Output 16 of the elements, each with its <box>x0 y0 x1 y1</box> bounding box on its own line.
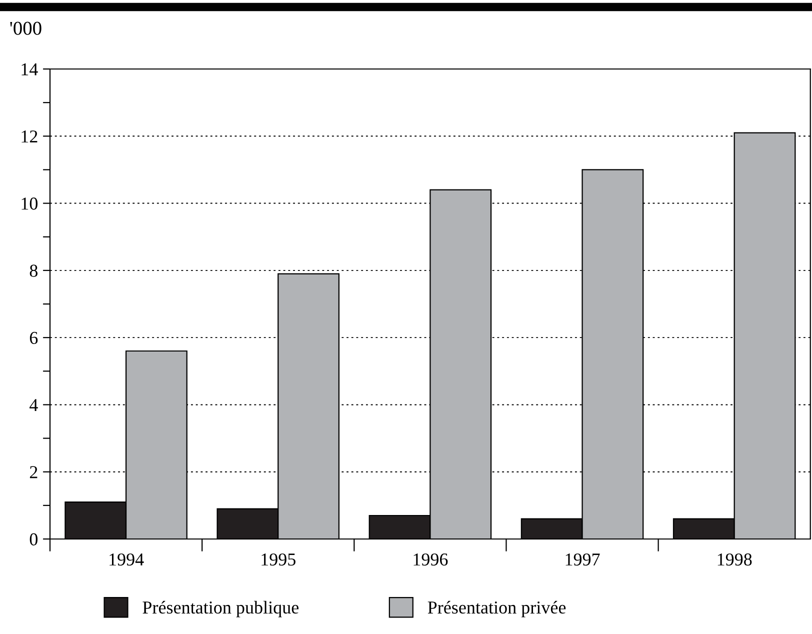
legend-label: Présentation publique <box>142 600 299 618</box>
y-tick-label: 2 <box>30 466 38 478</box>
y-tick-label: 4 <box>30 399 38 411</box>
x-tick-label: 1996 <box>414 553 448 566</box>
x-tick-label: 1995 <box>262 553 296 566</box>
x-tick-label: 1994 <box>110 553 144 566</box>
y-axis-title: '000 <box>10 22 42 35</box>
y-tick-label: 10 <box>22 198 38 210</box>
y-tick-label: 0 <box>30 533 38 546</box>
x-tick-label: 1998 <box>718 553 752 566</box>
y-tick-label: 8 <box>30 264 38 277</box>
y-tick-label: 14 <box>22 63 38 76</box>
legend-label: Présentation privée <box>428 600 566 618</box>
y-tick-label: 6 <box>30 332 38 344</box>
x-tick-label: 1997 <box>566 553 600 566</box>
y-tick-label: 12 <box>22 130 38 142</box>
